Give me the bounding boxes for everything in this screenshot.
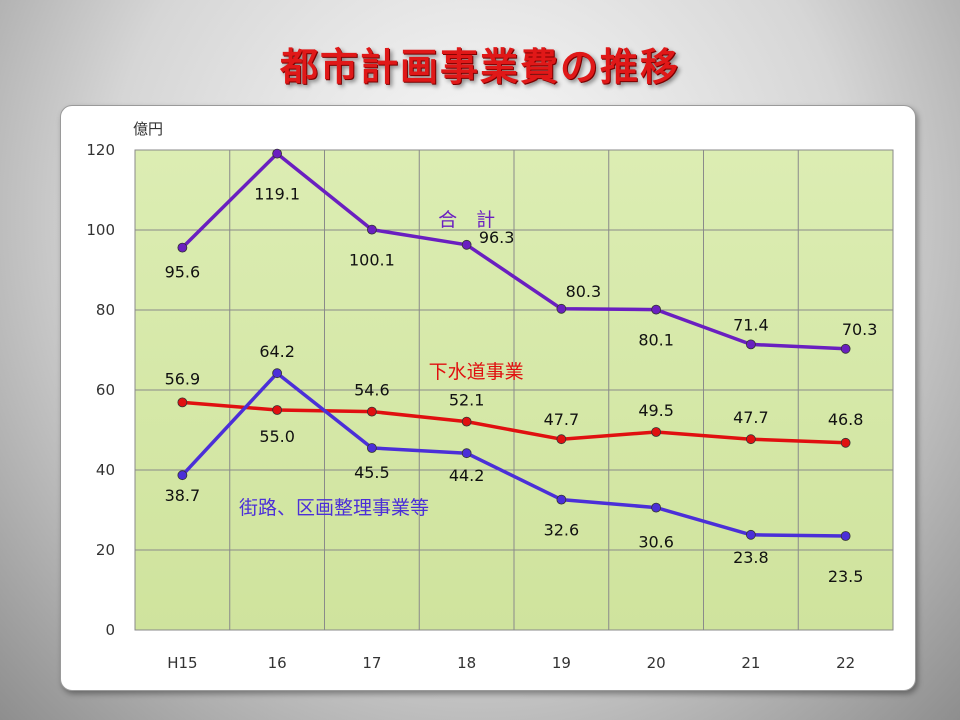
data-label: 23.8: [733, 548, 769, 567]
data-point: [651, 502, 662, 513]
x-tick-label: H15: [167, 654, 197, 672]
data-label: 56.9: [165, 369, 201, 388]
data-point: [556, 303, 567, 314]
x-axis-ticks: H15 16 17 18 19 20 21 22: [167, 654, 855, 672]
data-label: 32.6: [544, 521, 580, 540]
data-point: [556, 434, 567, 445]
data-label: 47.7: [733, 408, 769, 427]
data-label: 47.7: [544, 410, 580, 429]
data-label: 80.3: [566, 282, 602, 301]
data-label: 64.2: [259, 342, 295, 361]
data-point: [272, 148, 283, 159]
series-line: [181, 371, 846, 538]
data-point: [272, 405, 283, 415]
data-label: 95.6: [165, 263, 201, 282]
data-point: [745, 434, 756, 445]
data-label: 23.5: [828, 567, 864, 586]
data-label: 119.1: [254, 185, 300, 204]
series-name-label: 下水道事業: [429, 361, 524, 383]
data-label: 46.8: [828, 410, 864, 429]
y-axis-ticks: 0 20 40 60 80 100 120: [86, 141, 115, 639]
data-point: [840, 343, 851, 354]
series-name-label: 街路、区画整理事業等: [239, 497, 429, 519]
data-label: 38.7: [165, 486, 201, 505]
y-tick-label: 60: [96, 381, 115, 399]
series-line: [182, 400, 846, 445]
y-axis-unit: 億円: [133, 120, 163, 138]
data-point: [651, 427, 662, 437]
data-point: [556, 494, 567, 505]
data-point: [745, 339, 756, 350]
data-point: [840, 531, 851, 541]
data-point: [461, 448, 472, 459]
data-point: [461, 239, 472, 250]
slide-title: 都市計画事業費の推移: [279, 45, 680, 89]
data-point: [177, 470, 188, 481]
data-point: [272, 368, 283, 379]
x-tick-label: 16: [268, 654, 287, 672]
data-label: 96.3: [479, 228, 515, 247]
data-label: 100.1: [349, 251, 395, 270]
y-tick-label: 120: [86, 141, 115, 159]
data-label: 55.0: [259, 427, 295, 446]
data-point: [366, 406, 377, 417]
x-tick-label: 21: [741, 654, 760, 672]
series-points: [177, 148, 851, 541]
data-label: 52.1: [449, 391, 485, 410]
data-label: 30.6: [638, 533, 674, 552]
data-label: 54.6: [354, 381, 390, 400]
data-point: [366, 443, 377, 453]
data-label: 44.2: [449, 466, 485, 485]
data-point: [177, 242, 188, 253]
x-tick-label: 22: [836, 654, 855, 672]
data-point: [461, 416, 472, 427]
data-point: [651, 304, 662, 315]
data-label: 49.5: [638, 401, 674, 420]
y-tick-label: 0: [105, 621, 115, 639]
data-label: 45.5: [354, 463, 390, 482]
y-tick-label: 80: [96, 301, 115, 319]
x-tick-label: 20: [647, 654, 666, 672]
data-point: [366, 224, 377, 235]
x-tick-label: 19: [552, 654, 571, 672]
x-tick-label: 18: [457, 654, 476, 672]
data-labels: 95.6 119.1 100.1 96.3 80.3 80.1 71.4 70.3 56.9 55…: [165, 185, 878, 586]
y-tick-label: 20: [96, 541, 115, 559]
y-tick-label: 100: [86, 221, 115, 239]
data-label: 70.3: [842, 320, 878, 339]
series-lines: [181, 151, 846, 538]
series-line: [181, 151, 846, 351]
x-tick-label: 17: [362, 654, 381, 672]
series-name-label: 合 計: [438, 209, 495, 231]
y-tick-label: 40: [96, 461, 115, 479]
data-point: [840, 437, 851, 448]
data-point: [745, 529, 756, 540]
data-label: 80.1: [638, 331, 674, 350]
data-point: [177, 397, 188, 408]
grid-lines: [135, 149, 893, 631]
data-label: 71.4: [733, 315, 769, 334]
